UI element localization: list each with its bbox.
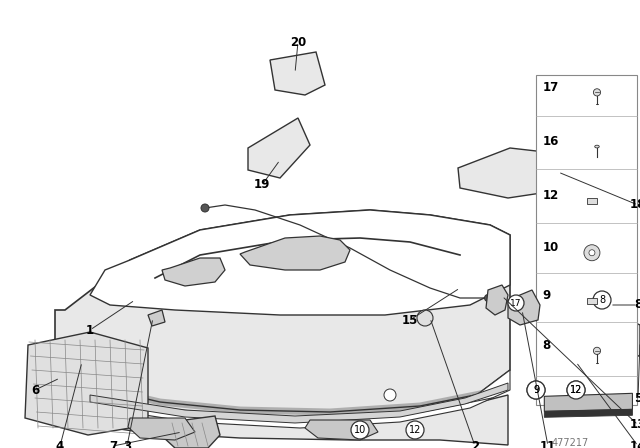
Ellipse shape	[595, 145, 599, 148]
Circle shape	[593, 89, 600, 96]
Polygon shape	[508, 290, 540, 325]
Text: 8: 8	[542, 339, 550, 353]
Text: 477217: 477217	[552, 438, 589, 448]
Text: 13: 13	[630, 418, 640, 431]
Text: 11: 11	[540, 439, 556, 448]
Text: 14: 14	[630, 439, 640, 448]
Circle shape	[484, 294, 492, 302]
Circle shape	[417, 310, 433, 326]
Text: 19: 19	[254, 178, 270, 191]
Circle shape	[351, 421, 369, 439]
Text: 12: 12	[409, 425, 421, 435]
Text: 17: 17	[542, 81, 559, 94]
Text: 12: 12	[570, 385, 582, 395]
Polygon shape	[55, 210, 510, 420]
Bar	[536, 75, 637, 405]
Circle shape	[593, 347, 600, 354]
Text: 9: 9	[542, 289, 550, 302]
Text: 2: 2	[471, 439, 479, 448]
Circle shape	[384, 389, 396, 401]
Circle shape	[527, 381, 545, 399]
Text: 17: 17	[510, 298, 522, 307]
Bar	[587, 298, 596, 304]
Polygon shape	[305, 420, 378, 440]
Circle shape	[527, 381, 545, 399]
Polygon shape	[90, 210, 510, 315]
Polygon shape	[568, 318, 640, 368]
Circle shape	[593, 291, 611, 309]
Bar	[587, 198, 596, 204]
Polygon shape	[148, 310, 165, 326]
Polygon shape	[544, 409, 632, 418]
Circle shape	[567, 381, 585, 399]
Polygon shape	[162, 258, 225, 286]
Text: 9: 9	[533, 385, 539, 395]
Text: 12: 12	[570, 385, 582, 395]
Circle shape	[584, 245, 600, 261]
Text: 15: 15	[402, 314, 418, 327]
Text: 6: 6	[31, 383, 39, 396]
Circle shape	[406, 421, 424, 439]
Polygon shape	[55, 370, 510, 428]
Text: 4: 4	[56, 439, 64, 448]
Polygon shape	[458, 148, 558, 198]
Circle shape	[508, 295, 524, 311]
Text: 12: 12	[542, 189, 559, 202]
Polygon shape	[486, 285, 508, 315]
Polygon shape	[240, 236, 350, 270]
Text: 5: 5	[634, 392, 640, 405]
Polygon shape	[248, 118, 310, 178]
Text: 8: 8	[599, 295, 605, 305]
Text: 3: 3	[123, 439, 131, 448]
Text: 1: 1	[86, 323, 94, 336]
Circle shape	[567, 381, 585, 399]
Text: 16: 16	[542, 135, 559, 148]
Circle shape	[201, 204, 209, 212]
Polygon shape	[544, 393, 632, 411]
Text: 9: 9	[533, 385, 539, 395]
Polygon shape	[58, 392, 508, 445]
Text: 18: 18	[630, 198, 640, 211]
Text: 7: 7	[109, 439, 117, 448]
Text: 8: 8	[634, 298, 640, 311]
Polygon shape	[128, 418, 195, 440]
Text: 10: 10	[542, 241, 559, 254]
Text: 10: 10	[354, 425, 366, 435]
Text: 20: 20	[290, 35, 306, 48]
Polygon shape	[25, 332, 148, 435]
Circle shape	[589, 250, 595, 256]
Polygon shape	[538, 345, 585, 382]
Polygon shape	[162, 416, 220, 448]
Polygon shape	[270, 52, 325, 95]
Polygon shape	[90, 383, 508, 423]
